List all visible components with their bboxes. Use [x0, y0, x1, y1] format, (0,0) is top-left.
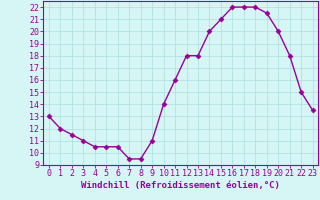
X-axis label: Windchill (Refroidissement éolien,°C): Windchill (Refroidissement éolien,°C)	[81, 181, 280, 190]
